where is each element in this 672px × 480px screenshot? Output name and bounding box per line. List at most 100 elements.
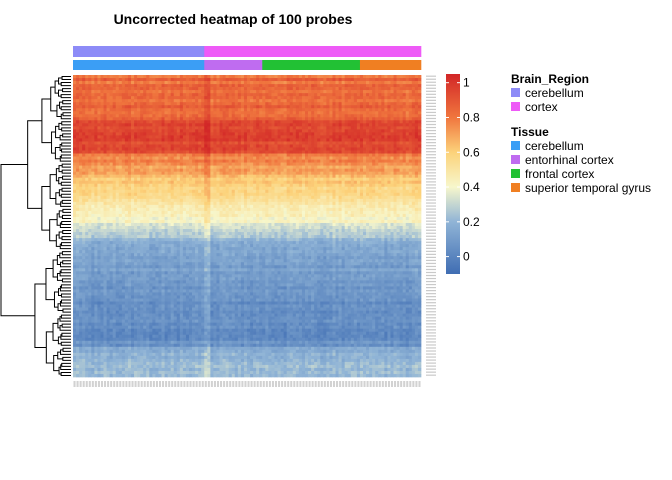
heatmap-cell [213, 102, 217, 106]
heatmap-cell [216, 129, 220, 133]
heatmap-cell [112, 301, 117, 305]
heatmap-cell [210, 183, 214, 188]
heatmap-cell [164, 316, 168, 320]
heatmap-cell [115, 156, 120, 160]
heatmap-cell [216, 283, 220, 287]
heatmap-cell [155, 256, 159, 260]
heatmap-cell [210, 358, 214, 363]
heatmap-cell [73, 99, 77, 103]
heatmap-cell [213, 301, 217, 305]
heatmap-cell [146, 334, 150, 339]
heatmap-cell [201, 186, 205, 191]
heatmap-cell [192, 352, 196, 357]
heatmap-cell [137, 189, 141, 194]
heatmap-cell [134, 268, 138, 272]
heatmap-cell [79, 93, 83, 97]
heatmap-cell [85, 232, 89, 236]
heatmap-cell [182, 256, 187, 260]
heatmap-cell [97, 129, 101, 133]
heatmap-cell [201, 355, 205, 360]
heatmap-cell [204, 219, 208, 224]
heatmap-cell [94, 171, 98, 176]
heatmap-cell [213, 331, 217, 336]
heatmap-cell [210, 322, 214, 327]
heatmap-cell [103, 180, 107, 185]
heatmap-cell [100, 162, 104, 166]
heatmap-cell [173, 117, 178, 121]
heatmap-cell [201, 349, 205, 354]
heatmap-cell [198, 213, 202, 218]
heatmap-cell [112, 198, 117, 203]
heatmap-cell [127, 159, 132, 163]
heatmap-cell [106, 96, 110, 100]
heatmap-cell [124, 192, 129, 197]
heatmap-cell [195, 274, 199, 278]
heatmap-cell [149, 238, 153, 242]
heatmap-cell [173, 132, 178, 136]
heatmap-cell [73, 189, 77, 194]
heatmap-cell [198, 219, 202, 224]
heatmap-cell [85, 90, 89, 94]
heatmap-cell [204, 102, 208, 106]
heatmap-cell [222, 120, 226, 124]
heatmap-cell [73, 307, 77, 311]
heatmap-cell [167, 331, 172, 336]
heatmap-cell [167, 96, 172, 100]
heatmap-cell [149, 241, 153, 245]
heatmap-cell [216, 171, 220, 176]
heatmap-cell [185, 340, 190, 345]
heatmap-cell [182, 210, 187, 215]
heatmap-cell [195, 262, 199, 266]
heatmap-cell [140, 108, 144, 112]
heatmap-cell [195, 90, 199, 94]
heatmap-cell [100, 250, 104, 254]
heatmap-cell [76, 102, 80, 106]
heatmap-cell [146, 78, 150, 82]
heatmap-cell [94, 241, 98, 245]
heatmap-cell [189, 93, 193, 97]
heatmap-cell [94, 117, 98, 121]
heatmap-cell [158, 226, 162, 230]
heatmap-cell [124, 222, 129, 227]
heatmap-cell [201, 229, 205, 233]
heatmap-cell [213, 186, 217, 191]
heatmap-cell [189, 156, 193, 160]
heatmap-cell [76, 189, 80, 194]
heatmap-cell [112, 201, 117, 206]
heatmap-cell [161, 328, 165, 333]
heatmap-cell [91, 325, 95, 330]
heatmap-cell [115, 180, 120, 185]
heatmap-cell [137, 277, 141, 281]
heatmap-cell [127, 165, 132, 169]
heatmap-cell [127, 96, 132, 100]
heatmap-cell [94, 102, 98, 106]
heatmap-cell [124, 361, 129, 366]
heatmap-cell [103, 364, 107, 369]
heatmap-cell [100, 105, 104, 109]
heatmap-cell [97, 93, 101, 97]
heatmap-cell [106, 364, 110, 369]
heatmap-cell [216, 180, 220, 185]
heatmap-cell [182, 229, 187, 233]
heatmap-cell [182, 367, 187, 372]
heatmap-cell [152, 123, 156, 127]
heatmap-cell [146, 75, 150, 79]
heatmap-cell [121, 259, 126, 263]
heatmap-cell [109, 144, 114, 148]
heatmap-cell [143, 355, 147, 360]
heatmap-cell [112, 219, 117, 224]
heatmap-cell [137, 352, 141, 357]
heatmap-cell [198, 244, 202, 248]
heatmap-cell [189, 274, 193, 278]
heatmap-cell [97, 150, 101, 154]
heatmap-cell [216, 78, 220, 82]
heatmap-cell [198, 147, 202, 151]
heatmap-cell [140, 334, 144, 339]
heatmap-cell [207, 138, 211, 142]
heatmap-cell [76, 316, 80, 320]
heatmap-cell [213, 183, 217, 188]
heatmap-cell [91, 138, 95, 142]
heatmap-cell [155, 135, 159, 139]
heatmap-cell [176, 307, 181, 311]
heatmap-cell [82, 235, 86, 239]
